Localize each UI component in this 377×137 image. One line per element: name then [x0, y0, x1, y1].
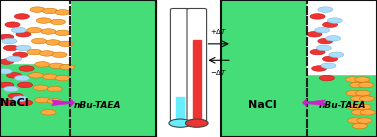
Circle shape	[16, 45, 31, 51]
Circle shape	[17, 100, 32, 105]
Circle shape	[6, 56, 21, 62]
Circle shape	[351, 110, 366, 115]
Circle shape	[355, 77, 370, 82]
Circle shape	[30, 7, 45, 12]
Circle shape	[318, 38, 333, 44]
Circle shape	[3, 45, 18, 51]
Circle shape	[41, 110, 56, 115]
Circle shape	[348, 118, 363, 123]
Circle shape	[19, 66, 34, 71]
Text: $+\Delta T$: $+\Delta T$	[210, 27, 227, 36]
Circle shape	[307, 32, 322, 37]
Circle shape	[8, 93, 23, 99]
Circle shape	[352, 123, 367, 129]
Circle shape	[359, 96, 374, 101]
Circle shape	[360, 110, 375, 115]
Text: nBu-TAEA: nBu-TAEA	[319, 101, 366, 110]
Circle shape	[16, 32, 31, 37]
Circle shape	[346, 90, 361, 96]
Circle shape	[58, 41, 73, 47]
Circle shape	[6, 73, 21, 78]
Circle shape	[316, 45, 331, 51]
Circle shape	[27, 27, 42, 33]
Circle shape	[345, 77, 360, 82]
Circle shape	[55, 10, 70, 15]
Circle shape	[329, 52, 344, 58]
Circle shape	[60, 64, 75, 70]
Text: NaCl: NaCl	[0, 98, 28, 108]
Bar	[0, 0, 156, 137]
Circle shape	[3, 86, 18, 92]
Bar	[0, 0, 70, 63]
Circle shape	[2, 38, 17, 44]
Circle shape	[310, 14, 325, 19]
Circle shape	[327, 18, 342, 23]
Circle shape	[13, 52, 28, 58]
Circle shape	[319, 75, 334, 81]
Circle shape	[351, 96, 366, 101]
Circle shape	[321, 63, 336, 68]
Circle shape	[35, 97, 50, 103]
Circle shape	[55, 75, 70, 81]
Circle shape	[52, 52, 67, 58]
Circle shape	[311, 66, 326, 71]
Circle shape	[11, 27, 26, 33]
Circle shape	[43, 74, 58, 79]
Circle shape	[35, 62, 50, 67]
Circle shape	[310, 49, 325, 55]
Circle shape	[0, 82, 14, 88]
Circle shape	[350, 82, 365, 88]
Circle shape	[347, 104, 362, 110]
Circle shape	[36, 18, 51, 23]
Circle shape	[33, 85, 48, 90]
Circle shape	[13, 96, 28, 101]
Circle shape	[43, 8, 58, 14]
Text: nBu-TAEA: nBu-TAEA	[73, 101, 121, 110]
Circle shape	[315, 27, 330, 33]
Circle shape	[46, 40, 61, 45]
Bar	[221, 0, 377, 137]
Circle shape	[0, 100, 15, 105]
Circle shape	[47, 99, 62, 104]
Circle shape	[17, 82, 32, 88]
Circle shape	[322, 22, 338, 27]
Circle shape	[39, 51, 54, 56]
Circle shape	[318, 7, 333, 12]
Circle shape	[0, 68, 12, 74]
Circle shape	[14, 75, 29, 81]
Text: $-\Delta T$: $-\Delta T$	[210, 68, 227, 77]
Circle shape	[0, 34, 14, 40]
Circle shape	[0, 59, 14, 64]
Circle shape	[51, 19, 66, 25]
Bar	[221, 0, 377, 137]
Circle shape	[359, 82, 374, 88]
Circle shape	[49, 63, 64, 68]
Circle shape	[169, 119, 192, 127]
Circle shape	[356, 104, 371, 110]
Circle shape	[27, 49, 42, 55]
Circle shape	[47, 86, 62, 92]
Circle shape	[32, 38, 47, 44]
Bar	[193, 40, 201, 121]
Circle shape	[5, 22, 20, 27]
Bar	[307, 0, 377, 74]
Circle shape	[28, 73, 43, 78]
Circle shape	[185, 119, 208, 127]
Bar	[0, 0, 156, 137]
Circle shape	[357, 118, 372, 123]
Bar	[176, 97, 184, 121]
Circle shape	[356, 90, 371, 96]
Circle shape	[41, 29, 56, 34]
Circle shape	[326, 36, 341, 41]
Circle shape	[55, 30, 70, 36]
Circle shape	[322, 56, 338, 62]
FancyBboxPatch shape	[187, 8, 207, 123]
Text: NaCl: NaCl	[248, 101, 277, 110]
Circle shape	[14, 14, 29, 19]
FancyBboxPatch shape	[170, 8, 190, 123]
